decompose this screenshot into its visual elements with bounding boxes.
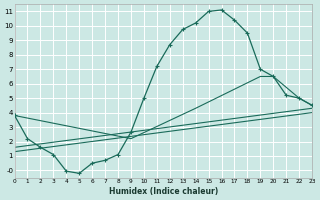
X-axis label: Humidex (Indice chaleur): Humidex (Indice chaleur) <box>109 187 218 196</box>
